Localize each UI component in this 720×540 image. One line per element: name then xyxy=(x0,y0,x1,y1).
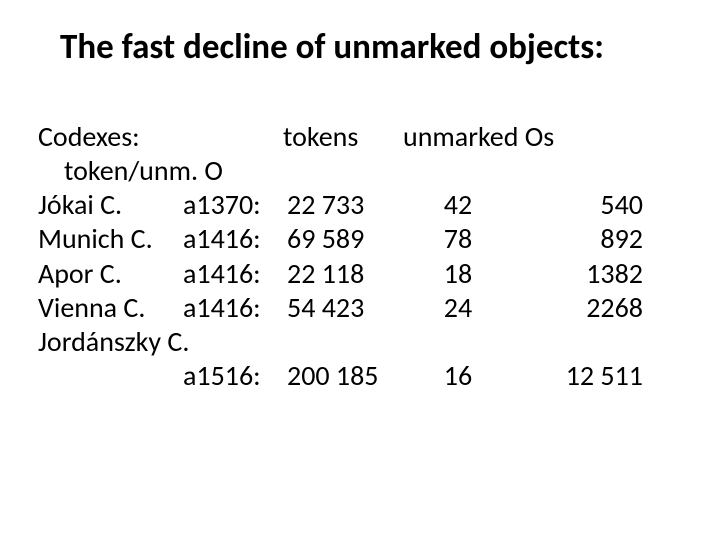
cell-year: a1370: xyxy=(183,188,283,222)
table-header: Codexes: tokens unmarked Os xyxy=(38,120,690,154)
cell-tokens: 22 118 xyxy=(283,257,403,291)
cell-ratio: 2268 xyxy=(513,291,653,325)
table-row: Vienna C. a1416: 54 423 24 2268 xyxy=(38,291,690,325)
cell-tokens: 200 185 xyxy=(283,359,403,393)
cell-name-empty xyxy=(38,359,183,393)
cell-unmarked: 42 xyxy=(403,188,513,222)
table-row: Jókai C. a1370: 22 733 42 540 xyxy=(38,188,690,222)
cell-tokens: 54 423 xyxy=(283,291,403,325)
table-row: Apor C. a1416: 22 118 18 1382 xyxy=(38,257,690,291)
header-unmarked: unmarked Os xyxy=(403,120,623,154)
cell-unmarked: 24 xyxy=(403,291,513,325)
cell-ratio: 540 xyxy=(513,188,653,222)
cell-tokens: 69 589 xyxy=(283,222,403,256)
header-sub: token/unm. O xyxy=(38,154,690,188)
cell-ratio: 12 511 xyxy=(513,359,653,393)
cell-year: a1416: xyxy=(183,291,283,325)
header-tokens: tokens xyxy=(283,120,403,154)
cell-ratio: 892 xyxy=(513,222,653,256)
header-codexes: Codexes: xyxy=(38,120,283,154)
table-row-split-data: a1516: 200 185 16 12 511 xyxy=(38,359,690,393)
cell-year: a1416: xyxy=(183,222,283,256)
slide-body: Codexes: tokens unmarked Os token/unm. O… xyxy=(38,120,690,393)
cell-name: Apor C. xyxy=(38,257,183,291)
slide-title: The fast decline of unmarked objects: xyxy=(60,26,690,68)
cell-unmarked: 16 xyxy=(403,359,513,393)
table-row-split-name: Jordánszky C. xyxy=(38,325,690,359)
cell-ratio: 1382 xyxy=(513,257,653,291)
cell-year: a1416: xyxy=(183,257,283,291)
cell-tokens: 22 733 xyxy=(283,188,403,222)
cell-unmarked: 18 xyxy=(403,257,513,291)
cell-name: Vienna C. xyxy=(38,291,183,325)
table-row: Munich C. a1416: 69 589 78 892 xyxy=(38,222,690,256)
cell-unmarked: 78 xyxy=(403,222,513,256)
cell-name: Jókai C. xyxy=(38,188,183,222)
cell-year: a1516: xyxy=(183,359,283,393)
cell-name: Munich C. xyxy=(38,222,183,256)
